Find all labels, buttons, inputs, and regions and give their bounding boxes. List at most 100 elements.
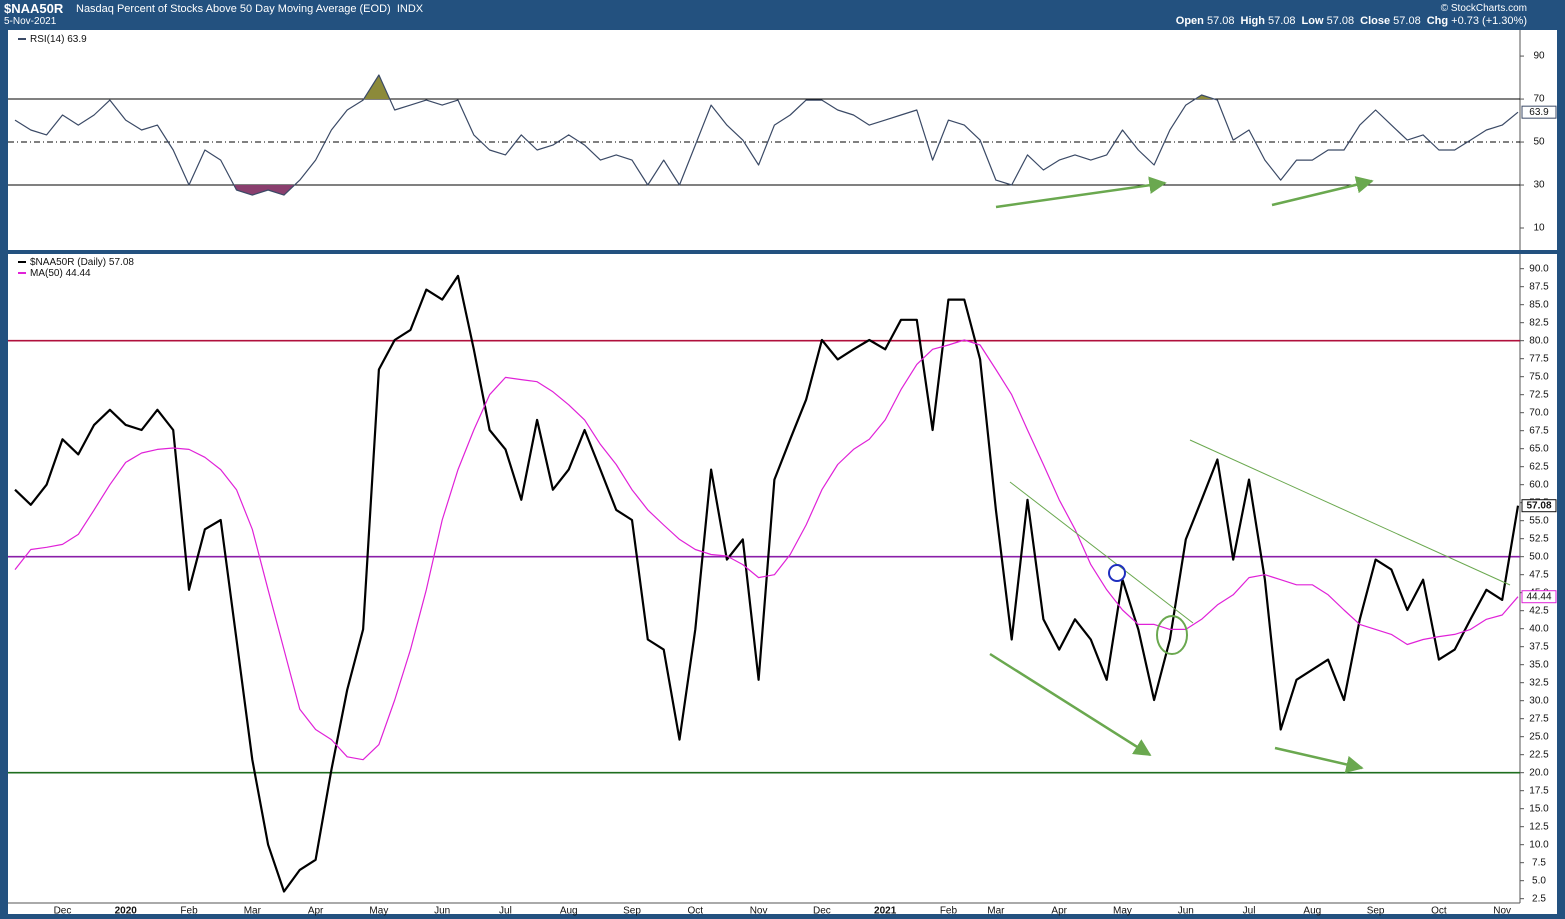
quote-value: 57.08 <box>1326 15 1355 27</box>
x-tick-label: Nov <box>1493 906 1511 917</box>
y-tick-label: 15.0 <box>1529 803 1549 814</box>
y-tick-label: 17.5 <box>1529 785 1549 796</box>
legend-entry: RSI(14) 63.9 <box>30 34 87 45</box>
series-line <box>14 339 1519 761</box>
x-tick-label: Apr <box>308 906 324 917</box>
x-tick-label: Dec <box>813 906 831 917</box>
copyright: © StockCharts.com <box>1440 3 1527 14</box>
x-tick-label: Oct <box>688 906 704 917</box>
x-tick-label: Oct <box>1431 906 1447 917</box>
x-tick-label: May <box>1113 906 1132 917</box>
y-tick-label: 47.5 <box>1529 569 1549 580</box>
y-tick-label: 37.5 <box>1529 641 1549 652</box>
y-tick-label: 22.5 <box>1529 749 1549 760</box>
x-tick-label: Apr <box>1051 906 1067 917</box>
y-tick-label: 30.0 <box>1529 695 1549 706</box>
arrow <box>989 652 1152 757</box>
y-tick-label: 25.0 <box>1529 731 1549 742</box>
quote-value: +0.73 (+1.30%) <box>1451 15 1527 27</box>
y-tick-label: 12.5 <box>1529 821 1549 832</box>
series-line <box>14 274 1520 893</box>
quote-label: Open <box>1175 15 1204 27</box>
series-line <box>14 74 1519 196</box>
value-tag-box <box>1521 499 1557 513</box>
x-tick-label: Sep <box>623 906 641 917</box>
x-tick-label: Jun <box>434 906 450 917</box>
legend-name: RSI(14) <box>30 34 64 45</box>
header: $NAA50R Nasdaq Percent of Stocks Above 5… <box>0 0 1565 30</box>
x-tick-label: Dec <box>54 906 72 917</box>
x-tick-label: Aug <box>560 906 578 917</box>
exchange: INDX <box>396 3 424 15</box>
y-tick-label: 67.5 <box>1529 425 1549 436</box>
y-tick-label: 90.0 <box>1529 263 1549 274</box>
y-tick-label: 50.0 <box>1529 551 1549 562</box>
x-tick-label: Feb <box>940 906 958 917</box>
price-panel <box>8 254 1557 914</box>
trendline <box>1009 481 1194 624</box>
x-tick-label: May <box>369 906 388 917</box>
quote-label: Low <box>1301 15 1324 27</box>
x-tick-label: 2021 <box>874 906 897 917</box>
x-tick-label: Feb <box>180 906 198 917</box>
y-tick-label: 82.5 <box>1529 317 1549 328</box>
y-tick-label: 60.0 <box>1529 479 1549 490</box>
y-tick-label: 52.5 <box>1529 533 1549 544</box>
y-tick-label: 27.5 <box>1529 713 1549 724</box>
value-tag: 63.9 <box>1529 107 1549 118</box>
legend-entry: $NAA50R (Daily) 57.08 <box>30 257 134 268</box>
y-tick-label: 5.0 <box>1532 875 1546 886</box>
y-tick-label: 35.0 <box>1529 659 1549 670</box>
legend-value: 44.44 <box>66 268 91 279</box>
y-tick-label: 70.0 <box>1529 407 1549 418</box>
y-tick-label: 90 <box>1533 51 1545 62</box>
x-tick-label: Jul <box>499 906 512 917</box>
title-text: Nasdaq Percent of Stocks Above 50 Day Mo… <box>76 3 391 15</box>
y-tick-label: 20.0 <box>1529 767 1549 778</box>
quote-value: 57.08 <box>1206 15 1235 27</box>
y-tick-label: 72.5 <box>1529 389 1549 400</box>
x-tick-label: Sep <box>1367 906 1385 917</box>
x-tick-label: Jun <box>1178 906 1194 917</box>
y-tick-label: 42.5 <box>1529 605 1549 616</box>
y-tick-label: 30 <box>1533 180 1545 191</box>
quote-label: Chg <box>1426 15 1449 27</box>
y-tick-label: 32.5 <box>1529 677 1549 688</box>
legend-name: $NAA50R (Daily) <box>30 257 106 268</box>
x-tick-label: Mar <box>244 906 262 917</box>
arrow <box>995 176 1167 209</box>
y-tick-label: 77.5 <box>1529 353 1549 364</box>
value-tag: 57.08 <box>1526 500 1551 511</box>
quote-label: Close <box>1360 15 1391 27</box>
rsi-panel <box>8 30 1557 250</box>
symbol: $NAA50R <box>4 1 64 16</box>
y-tick-label: 70 <box>1533 94 1545 105</box>
value-tag-box <box>1521 105 1557 119</box>
title: Nasdaq Percent of Stocks Above 50 Day Mo… <box>76 3 423 15</box>
y-tick-label: 10 <box>1533 223 1545 234</box>
quote: Open 57.08 High 57.08 Low 57.08 Close 57.08… <box>1170 15 1527 27</box>
y-tick-label: 80.0 <box>1529 335 1549 346</box>
value-tag: 44.44 <box>1526 591 1551 602</box>
annotations <box>989 176 1511 773</box>
circle-marker <box>1156 615 1188 655</box>
y-tick-label: 40.0 <box>1529 623 1549 634</box>
legend-value: 57.08 <box>109 257 134 268</box>
y-tick-label: 2.5 <box>1532 893 1546 904</box>
date: 5-Nov-2021 <box>4 16 57 27</box>
legend-name: MA(50) <box>30 268 63 279</box>
y-tick-label: 55.0 <box>1529 515 1549 526</box>
legend-entry: MA(50) 44.44 <box>30 268 91 279</box>
y-tick-label: 65.0 <box>1529 443 1549 454</box>
quote-value: 57.08 <box>1393 15 1421 27</box>
x-tick-label: Jul <box>1243 906 1256 917</box>
arrow <box>1271 176 1374 207</box>
arrow <box>1274 746 1364 773</box>
value-tag-box <box>1521 590 1557 604</box>
y-tick-label: 75.0 <box>1529 371 1549 382</box>
x-tick-label: Nov <box>750 906 768 917</box>
y-tick-label: 62.5 <box>1529 461 1549 472</box>
trendline <box>1189 439 1511 586</box>
